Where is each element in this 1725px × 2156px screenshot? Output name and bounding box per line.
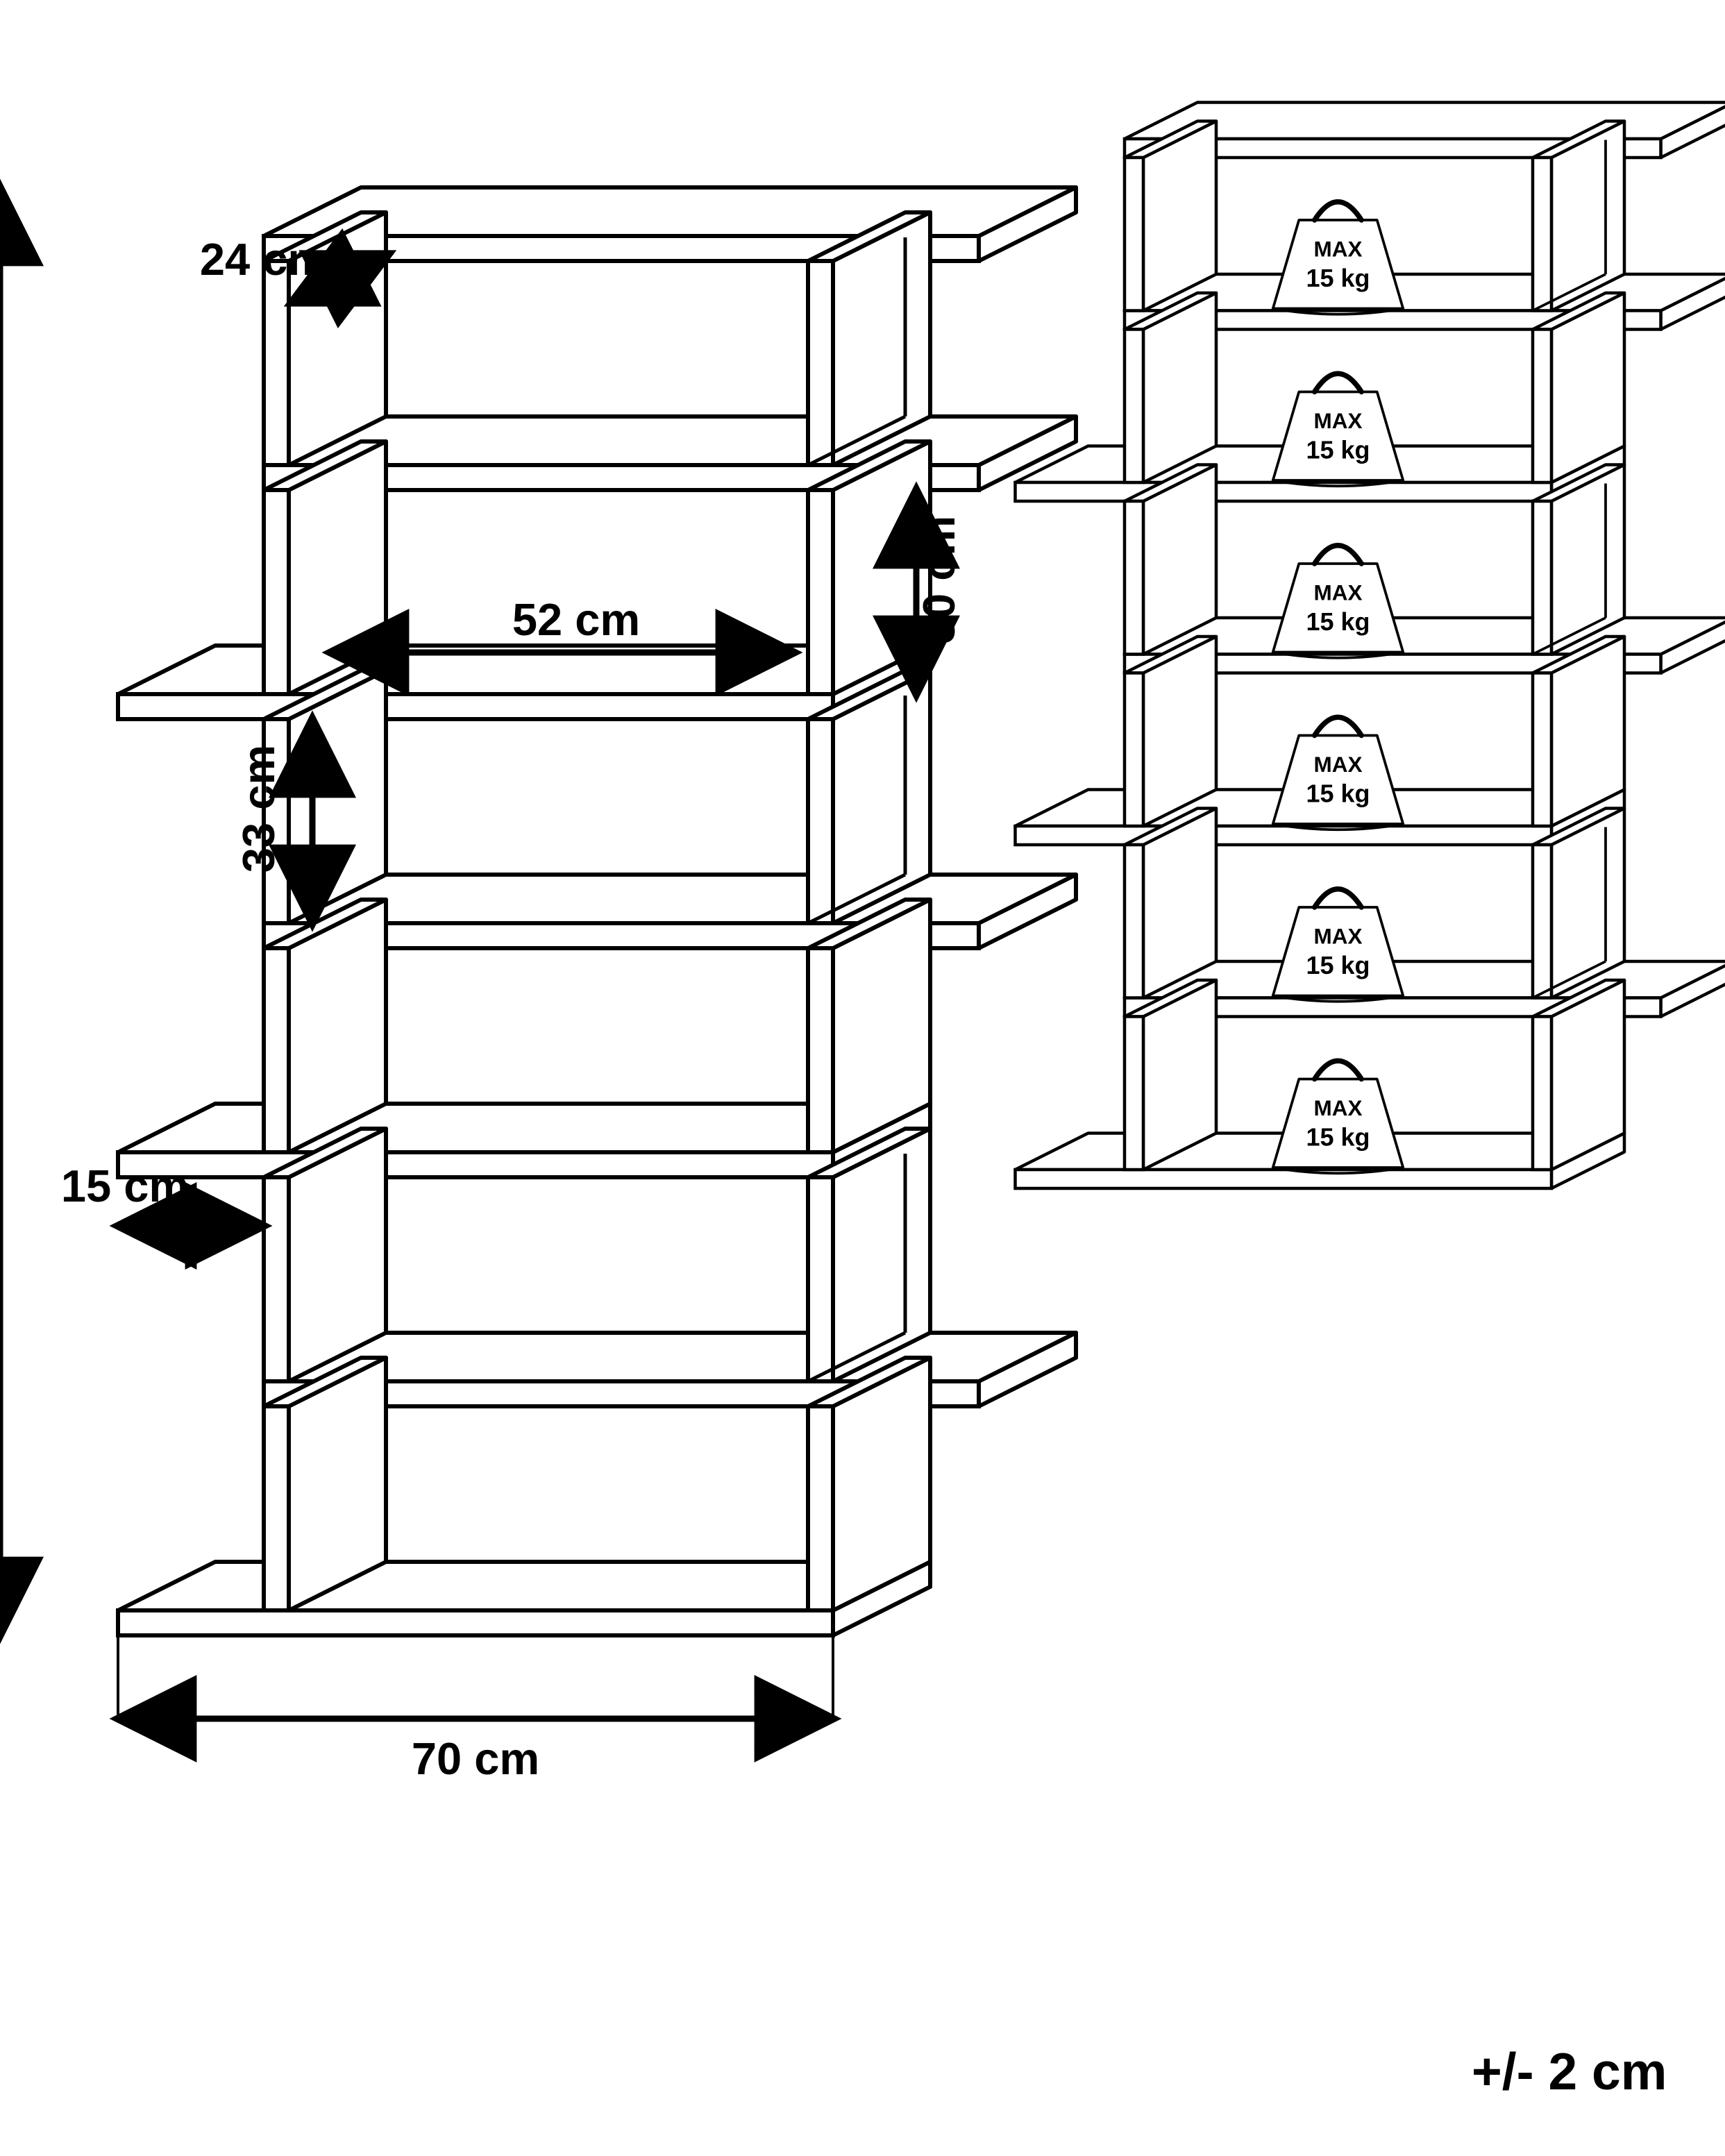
weight-label-value: 15 kg <box>1306 780 1370 808</box>
weight-label-max: MAX <box>1314 580 1363 605</box>
weight-label-value: 15 kg <box>1306 1123 1370 1152</box>
weight-icon: MAX 15 kg <box>1273 1061 1404 1173</box>
dimension-label: 70 cm <box>412 1733 539 1784</box>
weight-label-value: 15 kg <box>1306 436 1370 464</box>
weight-icon: MAX15 kg <box>1273 202 1404 314</box>
diagram-svg: MAX15 kgMAX15 kgMAX15 kgMAX15 kgMAX15 kg… <box>0 0 1725 2156</box>
weight-label-max: MAX <box>1314 924 1363 949</box>
right-shelf-diagram: MAX15 kgMAX15 kgMAX15 kgMAX15 kgMAX15 kg… <box>1016 103 1725 1189</box>
weight-icon: MAX15 kg <box>1273 889 1404 1002</box>
weight-icon: MAX 15 kg <box>1273 373 1404 486</box>
dimension-label: 30 cm <box>914 516 964 643</box>
page: MAX15 kgMAX15 kgMAX15 kgMAX15 kgMAX15 kg… <box>0 0 1725 2156</box>
weight-label-value: 15 kg <box>1306 264 1370 292</box>
weight-icon: MAX 15 kg <box>1273 717 1404 829</box>
weight-icon: MAX15 kg <box>1273 546 1404 658</box>
weight-label-max: MAX <box>1314 1095 1363 1120</box>
dimension-label: 52 cm <box>512 594 640 645</box>
dimension-label: 15 cm <box>61 1161 189 1211</box>
left-shelf-diagram <box>118 187 1076 1635</box>
weight-label-value: 15 kg <box>1306 951 1370 979</box>
tolerance-label: +/- 2 cm <box>1472 2042 1667 2100</box>
weight-label-max: MAX <box>1314 408 1363 433</box>
dimension-label: 24 cm <box>200 234 328 285</box>
weight-label-max: MAX <box>1314 237 1363 262</box>
weight-label-max: MAX <box>1314 752 1363 777</box>
weight-label-value: 15 kg <box>1306 607 1370 636</box>
dimension-label: 33 cm <box>233 745 284 873</box>
